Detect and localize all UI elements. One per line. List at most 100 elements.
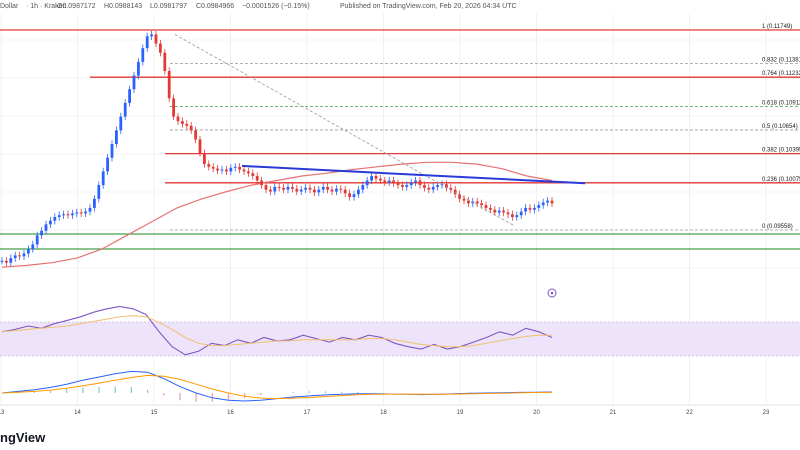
candle-body: [480, 203, 483, 206]
candle-body: [489, 207, 492, 210]
candle-body: [511, 214, 514, 218]
candle-body: [414, 180, 417, 183]
macd-signal-line: [1, 374, 553, 400]
fib-label: 1 (0.11749): [762, 24, 792, 30]
candle-body: [145, 36, 149, 49]
candle-body: [163, 52, 167, 71]
candle-body: [436, 185, 439, 187]
candle-body: [27, 248, 30, 254]
candle-body: [71, 213, 74, 216]
ohlc-open: O0.0987172: [57, 3, 96, 10]
candle-body: [229, 167, 233, 172]
candle-body: [277, 186, 281, 188]
candle-body: [304, 187, 307, 190]
publish-note: Published on TradingView.com, Feb 20, 20…: [340, 3, 517, 10]
candle-body: [524, 207, 527, 212]
candle-body: [216, 168, 219, 171]
candle-body: [502, 210, 505, 213]
fib-label: 0.5 (0.10654): [762, 124, 798, 130]
candle-body: [357, 189, 360, 195]
candle-body: [383, 180, 387, 183]
fib-label: 0.764 (0.11232): [762, 71, 800, 77]
candle-body: [286, 186, 290, 190]
candle-body: [242, 169, 246, 172]
candle-body: [22, 253, 26, 257]
candle-body: [194, 130, 197, 140]
candle-body: [484, 205, 488, 208]
candle-body: [207, 164, 211, 167]
candle-body: [291, 186, 294, 189]
candle-body: [75, 212, 79, 214]
candle-body: [528, 207, 532, 210]
candle-body: [458, 194, 461, 199]
candle-body: [255, 175, 259, 181]
candle-body: [467, 200, 470, 204]
x-tick-label: 20: [533, 410, 540, 416]
candle-body: [66, 214, 70, 216]
candle-body: [299, 189, 303, 192]
candle-body: [154, 34, 158, 44]
candle-body: [273, 186, 277, 192]
candle-body: [546, 200, 549, 203]
x-tick-label: 13: [0, 410, 5, 416]
candle-body: [198, 139, 202, 154]
candle-body: [13, 255, 17, 259]
candle-body: [40, 230, 43, 236]
x-tick-label: 18: [380, 410, 387, 416]
ohlc-low: L0.0981797: [150, 3, 187, 10]
candle-body: [172, 98, 175, 117]
candle-body: [119, 116, 123, 131]
candle-body: [238, 166, 241, 170]
candle-body: [374, 175, 378, 179]
candle-body: [93, 198, 96, 208]
x-tick-label: 21: [610, 410, 617, 416]
candle-body: [431, 186, 435, 190]
candle-body: [251, 173, 255, 176]
candle-body: [330, 189, 334, 192]
x-tick-label: 14: [74, 410, 81, 416]
candle-body: [379, 178, 382, 181]
candle-body: [497, 210, 501, 213]
candle-body: [321, 186, 325, 190]
trend-dashed-line: [174, 34, 516, 227]
ohlc-close: C0.0984966: [196, 3, 235, 10]
candle-body: [387, 180, 391, 183]
fib-label: 0.832 (0.11381): [762, 58, 800, 64]
tradingview-logo: ngView: [0, 430, 46, 445]
candle-body: [335, 188, 338, 192]
pair-name: Dollar: [0, 3, 19, 10]
chart-header: Dollar · 1h · Kraken O0.0987172 H0.09881…: [0, 0, 800, 14]
candle-body: [423, 185, 426, 188]
candle-body: [185, 123, 189, 126]
candle-body: [352, 194, 356, 197]
candle-body: [475, 201, 479, 204]
fib-label: 0.236 (0.10075): [762, 177, 800, 183]
candle-body: [88, 207, 92, 212]
candle-body: [392, 180, 395, 184]
candle-body: [159, 43, 162, 53]
candle-body: [282, 187, 285, 190]
candle-body: [550, 200, 554, 204]
candle-body: [308, 187, 312, 190]
candle-body: [132, 75, 136, 90]
candle-body: [123, 102, 127, 117]
candle-body: [141, 48, 145, 62]
candle-body: [537, 205, 541, 208]
candle-body: [9, 258, 13, 263]
candle-body: [343, 189, 347, 194]
rsi-band: [0, 322, 800, 356]
x-tick-label: 16: [227, 410, 234, 416]
candle-body: [339, 188, 343, 190]
candle-body: [18, 255, 21, 257]
candle-body: [110, 144, 114, 158]
candle-body: [453, 189, 457, 195]
candle-body: [462, 198, 466, 201]
candle-body: [370, 175, 373, 181]
alert-marker-icon: [547, 288, 557, 298]
candle-body: [449, 187, 453, 190]
candle-body: [137, 61, 140, 76]
candle-body: [115, 130, 118, 145]
moving-average-line: [1, 161, 553, 268]
candle-body: [506, 212, 510, 215]
